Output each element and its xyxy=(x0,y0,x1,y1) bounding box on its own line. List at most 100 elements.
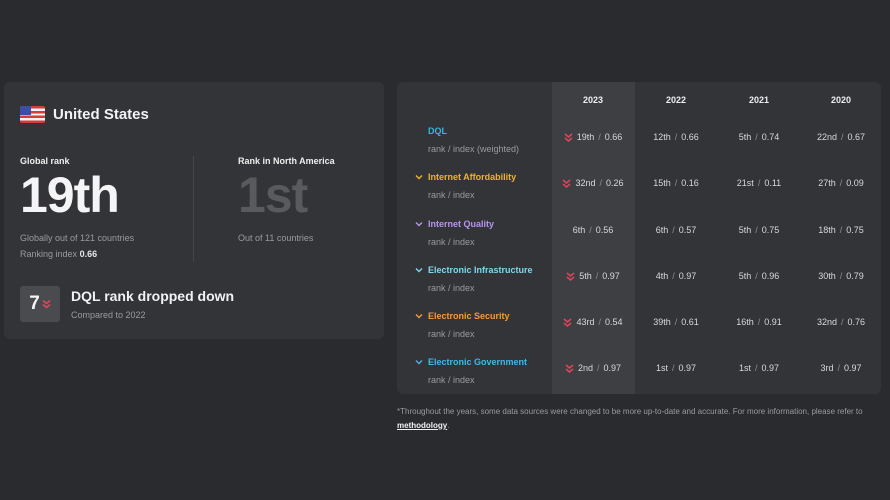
rank-index-cell: 16th/0.91 xyxy=(718,317,800,327)
rank-index-cell: 32nd/0.76 xyxy=(800,317,881,327)
index-value: 0.96 xyxy=(761,271,780,281)
rank-value: 3rd xyxy=(820,363,834,373)
table-row[interactable]: Electronic Security rank / index 43rd/0.54… xyxy=(397,311,881,357)
rank-value: 21st xyxy=(736,178,754,188)
chevron-down-icon[interactable] xyxy=(415,358,423,366)
table-row[interactable]: Internet Quality rank / index 6th/0.56 6th /… xyxy=(397,219,881,265)
year-0: 2023 xyxy=(582,95,604,105)
rank-index-cell: 6th/0.57 xyxy=(635,225,717,235)
index-value: 0.57 xyxy=(678,225,697,235)
double-chevron-down-icon xyxy=(566,271,575,281)
footnote-text: *Throughout the years, some data sources… xyxy=(397,407,863,416)
index-value: 0.11 xyxy=(764,178,782,188)
chevron-down-icon[interactable] xyxy=(415,312,423,320)
us-flag-icon xyxy=(20,106,45,123)
separator: / xyxy=(598,132,601,142)
rank-index-cell: 21st/0.11 xyxy=(718,178,800,188)
rank-change-amount: 7 xyxy=(29,293,40,314)
table-row[interactable]: Internet Affordability rank / index 32nd/0… xyxy=(397,172,881,218)
rank-index-cell: 18th/0.75 xyxy=(800,225,881,235)
table-row[interactable]: Electronic Government rank / index 2nd/0.9… xyxy=(397,357,881,394)
rank-change: 7 DQL rank dropped down Compared to 2022 xyxy=(20,286,234,322)
separator: / xyxy=(754,363,758,373)
indicator-cell: Internet Quality rank / index xyxy=(415,219,494,247)
separator: / xyxy=(839,178,843,188)
rank-index-cell: 1st/0.97 xyxy=(635,363,717,373)
rank-value: 15th xyxy=(653,178,671,188)
double-chevron-down-icon xyxy=(42,299,51,309)
rank-index-cell: 19th/0.66 xyxy=(552,132,634,142)
index-value: 0.66 xyxy=(681,132,699,142)
rank-value: 6th xyxy=(572,225,586,235)
rank-index-cell: 32nd/ 0.26 xyxy=(552,178,634,188)
rank-value: 32nd xyxy=(575,178,596,188)
chevron-down-icon[interactable] xyxy=(415,266,423,274)
rank-index-cell: 1st/0.97 xyxy=(718,363,800,373)
indicator-name-row: DQL xyxy=(415,126,519,136)
year-1: 2022 xyxy=(665,95,687,105)
separator: / xyxy=(839,225,843,235)
indicator-sub: rank / index xyxy=(428,283,475,293)
rank-index-cell: 15th/0.16 xyxy=(635,178,717,188)
rank-index-cell: 5th/0.74 xyxy=(718,132,800,142)
year-2: 2021 xyxy=(748,95,770,105)
rank-index-cell: 6th/0.56 xyxy=(552,225,634,235)
index-value: 0.97 xyxy=(678,363,697,373)
rank-value: 32nd xyxy=(816,317,837,327)
index-value: 0.54 xyxy=(605,317,623,327)
year-3: 2020 xyxy=(830,95,852,105)
rank-change-title: DQL rank dropped down xyxy=(71,288,235,304)
ranking-index: Ranking index 0.66 xyxy=(20,249,134,259)
table-row[interactable]: Electronic Infrastructure rank / index 5th… xyxy=(397,265,881,311)
separator: / xyxy=(755,132,758,142)
separator: / xyxy=(672,225,675,235)
rank-index-cell: 43rd/ 0.54 xyxy=(552,317,634,327)
indicator-cell: DQL rank / index (weighted) xyxy=(415,126,519,154)
index-value: 0.97 xyxy=(678,271,697,281)
index-value: 0.97 xyxy=(603,363,622,373)
indicator-name: Electronic Security xyxy=(428,311,510,321)
indicator-name: Internet Affordability xyxy=(428,172,517,182)
separator: / xyxy=(674,132,678,142)
global-rank-block: Global rank 19th Globally out of 121 cou… xyxy=(20,156,134,259)
separator: / xyxy=(757,317,761,327)
country-name: United States xyxy=(53,106,149,123)
global-rank-label: Global rank xyxy=(20,156,70,166)
regional-rank-value: 1st xyxy=(238,167,308,223)
rank-index-cell: 2nd/0.97 xyxy=(552,363,634,373)
rank-value: 5th xyxy=(579,271,592,281)
index-value: 0.97 xyxy=(602,271,620,281)
rank-value: 16th xyxy=(736,317,754,327)
indicator-sub: rank / index xyxy=(428,237,475,247)
global-rank-value: 19th xyxy=(20,167,120,223)
chevron-down-icon[interactable] xyxy=(415,173,423,181)
chevron-down-icon[interactable] xyxy=(415,220,423,228)
rank-index-cell: 39th/0.61 xyxy=(635,317,717,327)
index-value: 0.56 xyxy=(595,225,614,235)
rank-value: 18th xyxy=(818,225,836,235)
rank-value: 5th xyxy=(738,132,752,142)
regional-rank-label: Rank in North America xyxy=(238,156,335,166)
rank-value: 1st xyxy=(738,363,751,373)
double-chevron-down-icon xyxy=(564,132,573,142)
indicator-name: Electronic Infrastructure xyxy=(428,265,533,275)
indicator-name-row: Internet Quality xyxy=(415,219,494,229)
separator: / xyxy=(837,363,840,373)
footnote: *Throughout the years, some data sources… xyxy=(397,405,881,433)
index-value: 0.74 xyxy=(761,132,780,142)
rank-change-badge: 7 xyxy=(20,286,60,322)
ranking-index-label: Ranking index xyxy=(20,249,78,259)
index-value: 0.09 xyxy=(846,178,864,188)
rank-index-cell: 12th/0.66 xyxy=(635,132,717,142)
methodology-link[interactable]: methodology xyxy=(397,421,448,430)
rank-index-cell: 4th/0.97 xyxy=(635,271,717,281)
separator: / xyxy=(840,132,844,142)
separator: / xyxy=(674,317,678,327)
separator: / xyxy=(672,271,675,281)
separator: / xyxy=(598,317,601,327)
separator: / xyxy=(671,363,675,373)
separator: / xyxy=(599,178,602,188)
rank-value: 39th xyxy=(653,317,671,327)
indicator-name-row: Electronic Infrastructure xyxy=(415,265,533,275)
index-value: 0.79 xyxy=(846,271,864,281)
